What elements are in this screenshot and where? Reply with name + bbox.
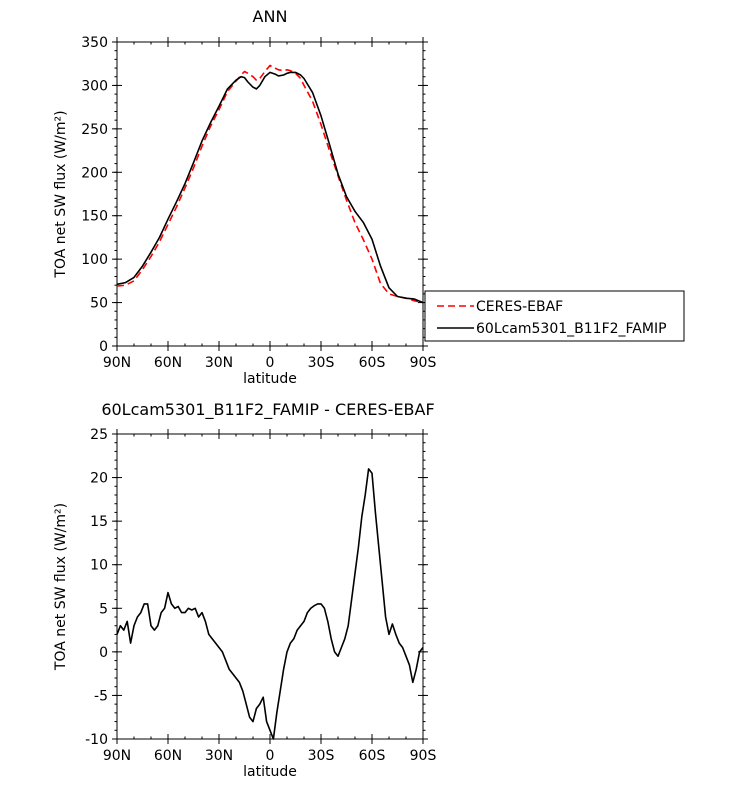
legend-box [424, 290, 685, 342]
chart-title: 60Lcam5301_B11F2_FAMIP - CERES-EBAF [101, 400, 434, 420]
x-tick-label: 60S [359, 748, 386, 764]
x-tick-label: 30S [308, 748, 335, 764]
y-tick-label: 350 [81, 35, 108, 51]
x-tick-label: 60N [154, 355, 182, 371]
x-axis-label: latitude [243, 764, 297, 780]
legend-label-model: 60Lcam5301_B11F2_FAMIP [476, 321, 667, 337]
y-tick-label: -5 [94, 688, 108, 704]
y-tick-label: 15 [90, 514, 108, 530]
y-tick-label: 250 [81, 122, 108, 138]
chart-annual-flux: 0 50 100 150 200 250 300 350 90N 60N 30N 0 30S 60S 90S… [53, 7, 685, 387]
x-tick-label: 90S [410, 748, 437, 764]
y-tick-label: -10 [85, 732, 108, 748]
y-tick-label: 150 [81, 209, 108, 225]
y-tick-label: 5 [99, 601, 108, 617]
x-tick-label: 30N [205, 748, 233, 764]
chart-title: ANN [253, 7, 288, 26]
y-tick-label: 100 [81, 252, 108, 268]
y-tick-label: 10 [90, 558, 108, 574]
x-tick-label: 90N [103, 355, 131, 371]
x-tick-label: 30N [205, 355, 233, 371]
y-tick-label: 200 [81, 165, 108, 181]
x-tick-label: 90N [103, 748, 131, 764]
y-tick-label: 25 [90, 427, 108, 443]
legend: CERES-EBAF 60Lcam5301_B11F2_FAMIP [424, 290, 685, 342]
plot-frame [116, 433, 424, 740]
y-tick-label: 50 [90, 296, 108, 312]
y-tick-label: 0 [99, 645, 108, 661]
x-tick-label: 60S [359, 355, 386, 371]
x-tick-label: 30S [308, 355, 335, 371]
series-line-0 [116, 64, 424, 304]
series-line-1 [116, 71, 424, 304]
y-axis-label: TOA net SW flux (W/m²) [53, 110, 69, 278]
plot-frame [116, 41, 424, 347]
chart-difference: -10 -5 0 5 10 15 20 25 90N 60N 30N 0 30S 60S 90S 60Lcam… [53, 400, 436, 780]
y-axis-label: TOA net SW flux (W/m²) [53, 503, 69, 671]
x-tick-label: 0 [266, 748, 275, 764]
y-tick-label: 0 [99, 339, 108, 355]
x-axis-label: latitude [243, 371, 297, 387]
legend-label-obs: CERES-EBAF [476, 299, 563, 315]
series-line-0 [116, 468, 424, 740]
x-tick-label: 0 [266, 355, 275, 371]
y-tick-label: 20 [90, 471, 108, 487]
y-tick-label: 300 [81, 78, 108, 94]
x-tick-label: 60N [154, 748, 182, 764]
x-tick-label: 90S [410, 355, 437, 371]
